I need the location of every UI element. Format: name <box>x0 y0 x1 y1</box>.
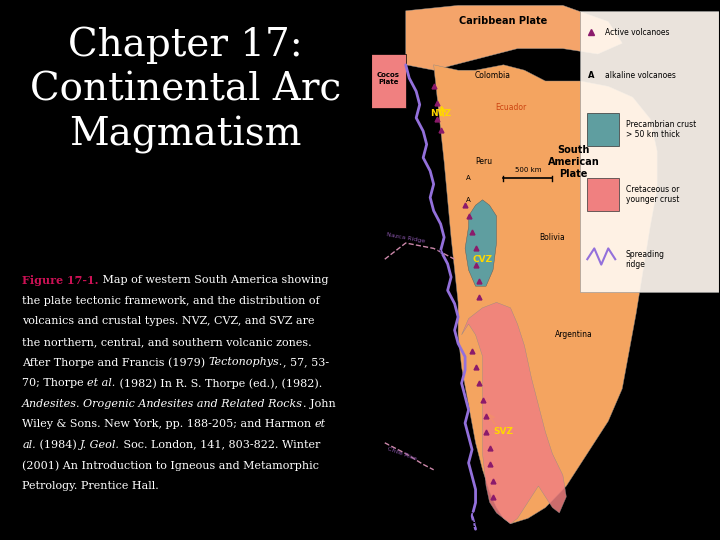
Text: et: et <box>315 419 326 429</box>
Text: Figure 17-1.: Figure 17-1. <box>22 275 99 286</box>
Polygon shape <box>406 5 622 70</box>
FancyBboxPatch shape <box>580 11 720 292</box>
Text: the plate tectonic framework, and the distribution of: the plate tectonic framework, and the di… <box>22 296 320 306</box>
Polygon shape <box>433 65 657 524</box>
Text: (2001) An Introduction to Igneous and Metamorphic: (2001) An Introduction to Igneous and Me… <box>22 460 319 471</box>
Text: Andesites. Orogenic Andesites and Related Rocks: Andesites. Orogenic Andesites and Relate… <box>22 399 303 409</box>
Text: South
American
Plate: South American Plate <box>547 145 599 179</box>
Text: A: A <box>467 175 471 181</box>
Text: Nazca Ridge: Nazca Ridge <box>386 232 426 244</box>
Text: al.: al. <box>22 440 36 450</box>
Text: J. Geol.: J. Geol. <box>80 440 120 450</box>
Text: Argentina: Argentina <box>554 330 593 339</box>
Text: Nazca: Nazca <box>387 222 410 231</box>
FancyBboxPatch shape <box>588 113 618 146</box>
Text: Caribbean Plate: Caribbean Plate <box>459 16 548 26</box>
Text: CVZ: CVZ <box>472 255 492 264</box>
Text: Peru: Peru <box>475 158 492 166</box>
Text: Soc. London, 141, 803-822. Winter: Soc. London, 141, 803-822. Winter <box>120 440 320 450</box>
Text: volcanics and crustal types. NVZ, CVZ, and SVZ are: volcanics and crustal types. NVZ, CVZ, a… <box>22 316 315 327</box>
Text: A: A <box>467 197 471 203</box>
Text: Active volcanoes: Active volcanoes <box>605 28 670 37</box>
Text: Bolivia: Bolivia <box>539 233 565 242</box>
Text: Cocos
Plate: Cocos Plate <box>377 72 400 85</box>
Text: 500 km: 500 km <box>515 167 541 173</box>
Text: Ecuador: Ecuador <box>495 104 526 112</box>
Text: 70; Thorpe: 70; Thorpe <box>22 378 87 388</box>
Text: Peru-Chile Trench: Peru-Chile Trench <box>432 232 446 287</box>
Text: Petrology. Prentice Hall.: Petrology. Prentice Hall. <box>22 481 159 491</box>
Text: NVZ: NVZ <box>430 109 451 118</box>
Text: SVZ: SVZ <box>493 428 513 436</box>
Text: After Thorpe and Francis (1979): After Thorpe and Francis (1979) <box>22 357 209 368</box>
Text: the northern, central, and southern volcanic zones.: the northern, central, and southern volc… <box>22 337 312 347</box>
Text: Chile Rise: Chile Rise <box>387 446 418 461</box>
Text: alkaline volcanoes: alkaline volcanoes <box>605 71 675 80</box>
Text: Spreading
ridge: Spreading ridge <box>626 249 665 269</box>
Text: Map of western South America showing: Map of western South America showing <box>99 275 328 286</box>
Text: A: A <box>588 71 594 80</box>
Text: Plate: Plate <box>389 320 408 328</box>
Bar <box>371 54 406 108</box>
Text: Chapter 17:
Continental Arc
Magmatism: Chapter 17: Continental Arc Magmatism <box>30 27 341 154</box>
Text: Antarctic
Plate: Antarctic Plate <box>445 510 492 529</box>
Text: Precambrian crust
> 50 km thick: Precambrian crust > 50 km thick <box>626 120 696 139</box>
Text: Colombia: Colombia <box>475 71 511 80</box>
Text: 20° S: 20° S <box>374 267 393 273</box>
Text: 0°: 0° <box>374 114 383 123</box>
Polygon shape <box>465 200 497 286</box>
Text: Cretaceous or
younger crust: Cretaceous or younger crust <box>626 185 679 204</box>
Text: et al.: et al. <box>87 378 116 388</box>
Text: 40° S: 40° S <box>374 440 393 446</box>
Text: Wiley & Sons. New York, pp. 188-205; and Harmon: Wiley & Sons. New York, pp. 188-205; and… <box>22 419 315 429</box>
Text: Tectonophys.: Tectonophys. <box>209 357 283 368</box>
Text: . John: . John <box>303 399 336 409</box>
FancyBboxPatch shape <box>588 178 618 211</box>
Text: (1984): (1984) <box>36 440 80 450</box>
Polygon shape <box>462 302 567 524</box>
Text: (1982) In R. S. Thorpe (ed.), (1982).: (1982) In R. S. Thorpe (ed.), (1982). <box>116 378 322 389</box>
Text: , 57, 53-: , 57, 53- <box>283 357 329 368</box>
